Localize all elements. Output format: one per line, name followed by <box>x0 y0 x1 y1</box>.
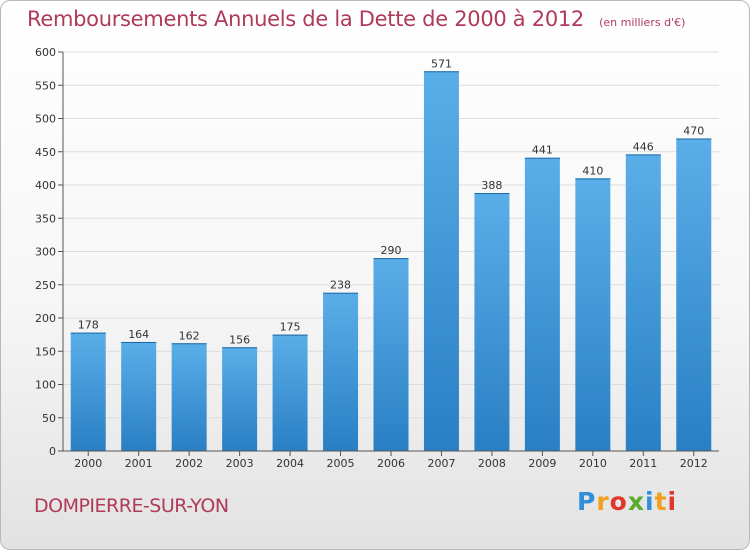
x-tick-label: 2000 <box>74 457 102 470</box>
bar-value-label: 410 <box>582 164 603 177</box>
bar-value-label: 470 <box>683 124 704 137</box>
bar <box>373 258 409 451</box>
bar <box>323 292 359 451</box>
y-tick-label: 400 <box>35 179 56 192</box>
bar <box>474 192 510 452</box>
logo-letter: t <box>654 487 668 516</box>
proxiti-logo[interactable]: Proxiti <box>577 487 677 516</box>
x-tick-label: 2009 <box>528 457 556 470</box>
bar <box>575 178 611 451</box>
bars-layer: 178 164 162 156 175 238 290 571 388 441 410 446 470 <box>70 57 712 452</box>
y-tick-label: 350 <box>35 212 56 225</box>
bar-value-label: 156 <box>229 333 250 346</box>
bar-value-label: 178 <box>78 319 99 332</box>
y-tick-label: 600 <box>35 46 56 59</box>
title-row: Remboursements Annuels de la Dette de 20… <box>27 7 685 31</box>
bar-value-label: 164 <box>128 328 149 341</box>
bar-value-label: 388 <box>481 179 502 192</box>
x-tick-label: 2008 <box>478 457 506 470</box>
y-tick-label: 100 <box>35 379 56 392</box>
bar <box>171 343 207 451</box>
bar-value-label: 162 <box>179 329 200 342</box>
logo-letter: P <box>577 487 597 516</box>
x-tick-label: 2011 <box>629 457 657 470</box>
logo-letter: r <box>596 487 610 516</box>
y-tick-label: 550 <box>35 79 56 92</box>
bar <box>70 332 106 451</box>
y-tick-label: 0 <box>49 445 56 458</box>
commune-name: DOMPIERRE-SUR-YON <box>34 495 229 517</box>
bar-value-label: 441 <box>532 144 553 157</box>
bar <box>272 334 308 451</box>
bar <box>625 154 661 451</box>
x-tick-label: 2006 <box>377 457 405 470</box>
bar-value-label: 290 <box>381 244 402 257</box>
y-tick-label: 250 <box>35 279 56 292</box>
logo-letter: o <box>609 487 628 516</box>
logo-letter: x <box>627 487 645 516</box>
bar-value-label: 238 <box>330 279 351 292</box>
x-tick-label: 2010 <box>579 457 607 470</box>
x-tick-label: 2007 <box>427 457 455 470</box>
axis-layer: 0 50 100 150 200 250 300 350 400 450 500 550 600 2000… <box>35 46 719 470</box>
x-tick-label: 2001 <box>125 457 153 470</box>
bar <box>222 347 258 451</box>
bar <box>676 138 712 451</box>
chart-subtitle: (en milliers d'€) <box>599 16 686 29</box>
y-tick-label: 450 <box>35 146 56 159</box>
bar-value-label: 571 <box>431 57 452 70</box>
x-tick-label: 2003 <box>226 457 254 470</box>
bar-value-label: 446 <box>633 140 654 153</box>
y-tick-label: 300 <box>35 246 56 259</box>
x-tick-label: 2004 <box>276 457 304 470</box>
y-tick-label: 200 <box>35 312 56 325</box>
x-tick-label: 2012 <box>680 457 708 470</box>
chart-title: Remboursements Annuels de la Dette de 20… <box>27 7 584 31</box>
x-tick-label: 2005 <box>327 457 355 470</box>
logo-letter: i <box>667 487 678 516</box>
bar <box>423 71 459 451</box>
y-tick-label: 50 <box>42 412 56 425</box>
bar <box>524 157 560 452</box>
logo-letter: i <box>645 487 655 516</box>
y-tick-label: 500 <box>35 113 56 126</box>
x-tick-label: 2002 <box>175 457 203 470</box>
bar-value-label: 175 <box>280 321 301 334</box>
bar <box>121 341 157 451</box>
y-tick-label: 150 <box>35 345 56 358</box>
